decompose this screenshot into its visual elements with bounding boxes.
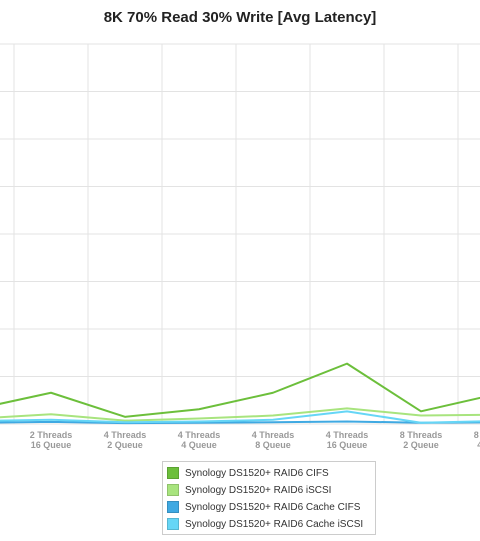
chart-title: 8K 70% Read 30% Write [Avg Latency] [103, 9, 377, 26]
legend-item[interactable]: Synology DS1520+ RAID6 CIFS [167, 465, 329, 481]
legend-label: Synology DS1520+ RAID6 CIFS [185, 467, 329, 479]
series-line [0, 362, 480, 418]
legend-label: Synology DS1520+ RAID6 Cache iSCSI [185, 518, 364, 530]
series-line [0, 420, 480, 425]
legend-swatch [167, 484, 179, 496]
legend-label: Synology DS1520+ RAID6 Cache CIFS [185, 501, 361, 513]
legend-item[interactable]: Synology DS1520+ RAID6 Cache CIFS [167, 499, 360, 515]
legend-swatch [167, 518, 179, 530]
legend-swatch [167, 501, 179, 513]
x-tick-label: 4 Threads 2 Queue [104, 430, 147, 450]
legend: Synology DS1520+ RAID6 CIFS Synology DS15… [162, 461, 376, 535]
x-tick-label: 2 Threads 16 Queue [30, 430, 73, 450]
legend-swatch [167, 467, 179, 479]
x-tick-label: 4 Threads 16 Queue [326, 430, 369, 450]
series-line [0, 407, 480, 422]
legend-label: Synology DS1520+ RAID6 iSCSI [185, 484, 332, 496]
x-tick-label: 4 Threads 4 Queue [178, 430, 221, 450]
legend-item[interactable]: Synology DS1520+ RAID6 Cache iSCSI [167, 516, 363, 532]
x-tick-label: 8 Threads 2 Queue [400, 430, 443, 450]
series-line [0, 410, 480, 424]
series-lines [0, 362, 480, 425]
x-tick-label: 4 Threads 8 Queue [252, 430, 295, 450]
grid [0, 43, 480, 425]
legend-item[interactable]: Synology DS1520+ RAID6 iSCSI [167, 482, 331, 498]
